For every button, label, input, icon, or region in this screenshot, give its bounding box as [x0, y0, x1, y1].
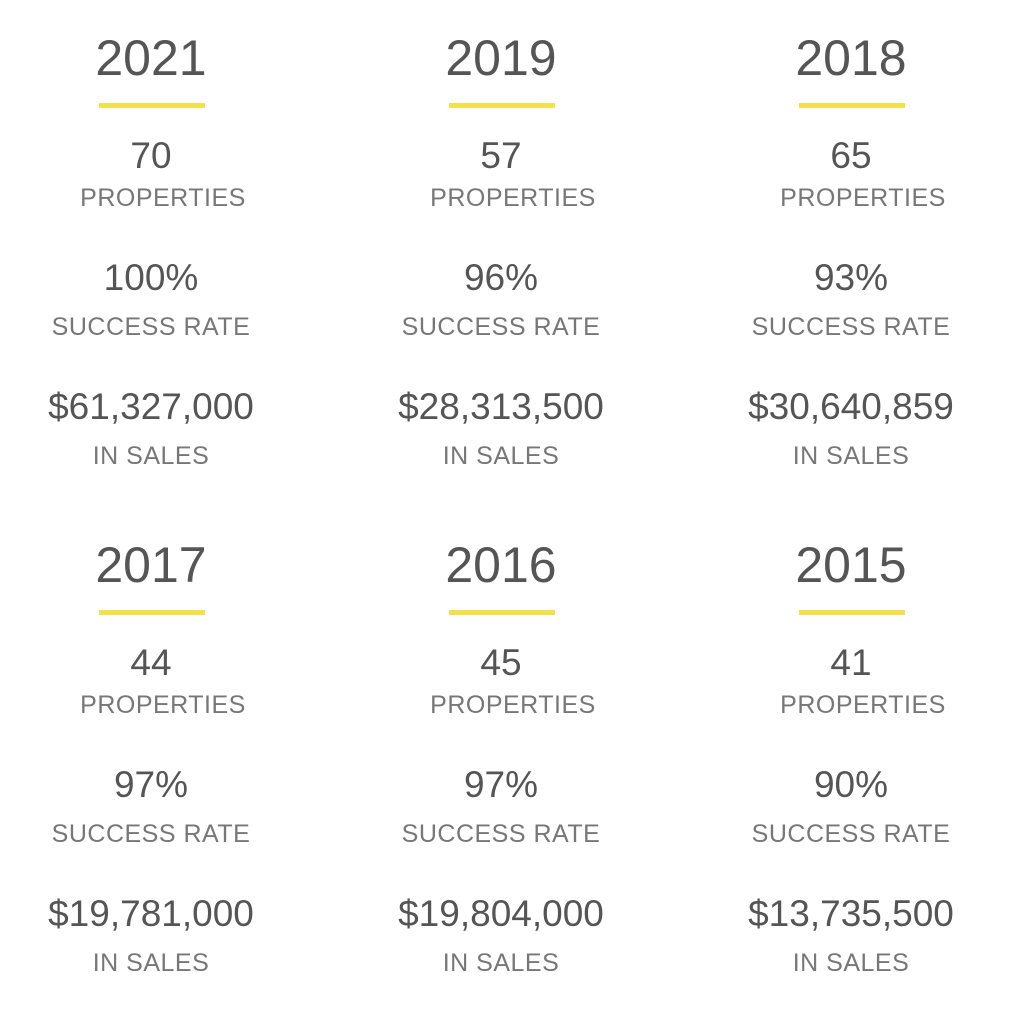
sales-value: $19,781,000	[48, 893, 254, 934]
properties-count: 65	[830, 135, 872, 176]
sales-value: $30,640,859	[748, 386, 954, 427]
properties-label: PROPERTIES	[780, 184, 946, 212]
success-rate-label: SUCCESS RATE	[401, 313, 601, 341]
properties-count: 45	[480, 642, 522, 683]
properties-label: PROPERTIES	[430, 691, 596, 719]
success-rate-label: SUCCESS RATE	[751, 820, 951, 848]
year-underline	[799, 103, 905, 108]
properties-count: 41	[830, 642, 872, 683]
sales-value: $19,804,000	[398, 893, 604, 934]
success-rate-value: 97%	[113, 764, 189, 805]
year-heading: 2019	[445, 30, 557, 86]
sales-value: $61,327,000	[48, 386, 254, 427]
properties-label: PROPERTIES	[80, 691, 246, 719]
success-rate-label: SUCCESS RATE	[401, 820, 601, 848]
success-rate-label: SUCCESS RATE	[751, 313, 951, 341]
year-underline	[99, 610, 205, 615]
year-heading: 2015	[795, 537, 907, 593]
year-heading: 2018	[795, 30, 907, 86]
success-rate-value: 100%	[103, 257, 199, 298]
sales-label: IN SALES	[92, 442, 210, 470]
sales-value: $13,735,500	[748, 893, 954, 934]
success-rate-value: 97%	[463, 764, 539, 805]
properties-count: 70	[130, 135, 172, 176]
sales-label: IN SALES	[442, 949, 560, 977]
sales-label: IN SALES	[792, 442, 910, 470]
properties-label: PROPERTIES	[430, 184, 596, 212]
year-heading: 2016	[445, 537, 557, 593]
sales-value: $28,313,500	[398, 386, 604, 427]
year-heading: 2017	[95, 537, 207, 593]
year-heading: 2021	[95, 30, 207, 86]
success-rate-label: SUCCESS RATE	[51, 313, 251, 341]
year-underline	[449, 103, 555, 108]
success-rate-value: 96%	[463, 257, 539, 298]
properties-count: 44	[130, 642, 172, 683]
year-underline	[799, 610, 905, 615]
sales-label: IN SALES	[92, 949, 210, 977]
success-rate-value: 90%	[813, 764, 889, 805]
success-rate-label: SUCCESS RATE	[51, 820, 251, 848]
properties-label: PROPERTIES	[780, 691, 946, 719]
success-rate-value: 93%	[813, 257, 889, 298]
properties-count: 57	[480, 135, 522, 176]
properties-label: PROPERTIES	[80, 184, 246, 212]
sales-label: IN SALES	[792, 949, 910, 977]
year-underline	[449, 610, 555, 615]
year-underline	[99, 103, 205, 108]
sales-label: IN SALES	[442, 442, 560, 470]
